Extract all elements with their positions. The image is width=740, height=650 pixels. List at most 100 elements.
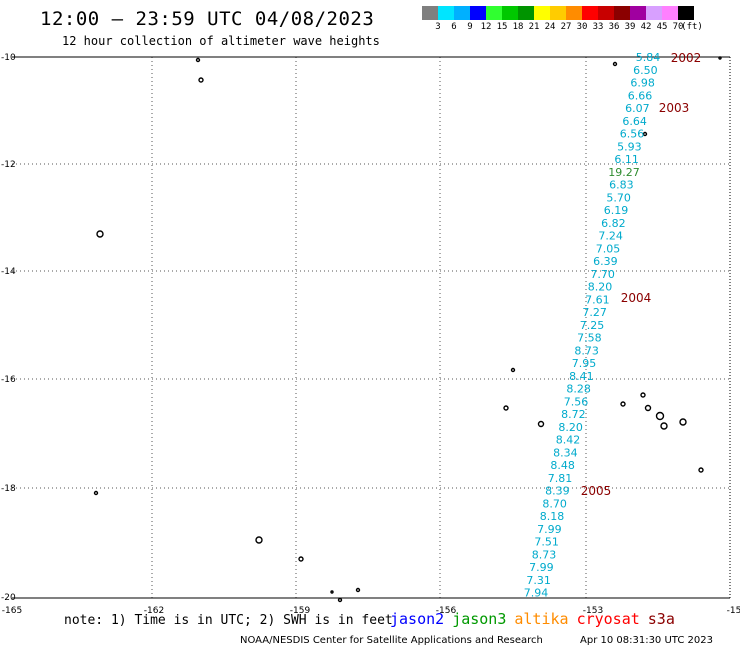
legend-swatch: [422, 6, 438, 20]
legend-label: 9: [467, 22, 473, 32]
time-label: 2004: [621, 291, 652, 305]
legend-swatch: [502, 6, 518, 20]
island-outlines: [93, 56, 722, 603]
island: [255, 536, 263, 544]
legend-label: 12: [480, 22, 492, 32]
wave-height-label: 7.99: [537, 523, 562, 536]
island: [698, 467, 704, 473]
wave-height-label: 6.64: [622, 115, 647, 128]
legend-swatch: [614, 6, 630, 20]
wave-height-label: 7.70: [590, 268, 615, 281]
wave-height-label: 5.93: [617, 140, 642, 153]
wave-height-label: 8.41: [569, 370, 594, 383]
legend-swatch: [662, 6, 678, 20]
satellite-s3a: s3a: [647, 610, 675, 628]
wave-height-label: 6.11: [614, 153, 639, 166]
wave-height-label: 8.48: [550, 459, 575, 472]
legend-label: 70: [672, 22, 684, 32]
island: [642, 131, 648, 137]
wave-height-label: 8.39: [545, 485, 570, 498]
wave-height-label: 6.83: [609, 179, 634, 192]
island: [337, 597, 343, 603]
legend-label: 30: [576, 22, 588, 32]
axis-labels: -165 -162 -159 -156 -153 -15 -10 -12 -14 -16 -18 -2…: [1, 53, 740, 616]
island: [718, 56, 722, 60]
legend-swatch: [438, 6, 454, 20]
wave-height-label: 8.20: [588, 281, 613, 294]
wave-height-label: 7.58: [577, 332, 602, 345]
latitude-label: -10: [1, 53, 16, 63]
legend-swatch: [630, 6, 646, 20]
wave-height-label: 19.27: [608, 166, 640, 179]
island: [93, 490, 99, 496]
map-title: 12:00 — 23:59 UTC 04/08/2023: [40, 8, 375, 30]
legend-label: 39: [624, 22, 636, 32]
island: [198, 77, 204, 83]
legend-swatch: [646, 6, 662, 20]
footnote: note: 1) Time is in UTC; 2) SWH is in fe…: [64, 613, 393, 628]
wave-height-label: 6.19: [604, 204, 629, 217]
wave-height-label: 6.66: [628, 89, 653, 102]
island: [503, 405, 509, 411]
legend-label: 45: [656, 22, 668, 32]
island: [537, 420, 545, 428]
legend-label: 3: [435, 22, 441, 32]
wave-height-label: 7.31: [526, 574, 551, 587]
wave-height-label: 7.95: [572, 357, 597, 370]
generated-timestamp: Apr 10 08:31:30 UTC 2023: [580, 635, 713, 646]
island: [644, 404, 652, 412]
legend-label: 21: [528, 22, 540, 32]
latitude-label: -20: [1, 593, 16, 603]
longitude-label: -165: [2, 606, 22, 616]
wave-height-label: 7.94: [524, 587, 549, 600]
legend-swatch: [486, 6, 502, 20]
legend-swatch: [518, 6, 534, 20]
island: [96, 230, 104, 238]
island: [355, 587, 361, 593]
latitude-label: -12: [1, 160, 16, 170]
wave-height-label: 8.70: [542, 497, 567, 510]
wave-height-label: 7.24: [598, 230, 623, 243]
map-frame: [12, 56, 731, 599]
time-label: 2003: [659, 101, 690, 115]
wave-height-label: 6.82: [601, 217, 626, 230]
legend-swatch: [598, 6, 614, 20]
wave-height-label: 5.84: [636, 51, 661, 64]
satellite-legend: jason2 jason3 altika cryosat s3a: [390, 610, 683, 628]
latitude-label: -16: [1, 375, 16, 385]
satellite-altika: altika: [514, 610, 569, 628]
satellite-jason3: jason3: [452, 610, 507, 628]
island: [640, 392, 646, 398]
legend-label: 36: [608, 22, 620, 32]
credit-line: NOAA/NESDIS Center for Satellite Applica…: [240, 635, 543, 646]
wave-height-label: 7.27: [582, 306, 607, 319]
wave-height-label: 8.34: [553, 446, 578, 459]
time-label: 2002: [671, 51, 702, 65]
island: [620, 401, 626, 407]
legend-swatch: [454, 6, 470, 20]
island: [679, 418, 687, 426]
wave-height-label: 6.07: [625, 102, 650, 115]
legend-label: (ft): [681, 22, 703, 32]
legend-label: 15: [496, 22, 508, 32]
altimeter-track: 5.846.506.986.666.076.646.565.936.1119.2…: [524, 51, 702, 600]
legend-swatch: [550, 6, 566, 20]
legend-label: 33: [592, 22, 604, 32]
wave-height-label: 8.20: [558, 421, 583, 434]
island: [195, 57, 201, 63]
latitude-label: -14: [1, 267, 16, 277]
wave-height-label: 8.18: [540, 510, 565, 523]
legend-swatch: [678, 6, 694, 20]
wave-height-label: 7.56: [564, 395, 589, 408]
island: [612, 61, 618, 67]
map-subtitle: 12 hour collection of altimeter wave hei…: [62, 34, 380, 48]
legend-label: 24: [544, 22, 556, 32]
time-label: 2005: [581, 484, 612, 498]
wave-height-label: 6.39: [593, 255, 618, 268]
longitude-label: -159: [290, 606, 311, 616]
longitude-label: -15: [727, 606, 740, 616]
wave-height-label: 5.70: [606, 191, 631, 204]
island: [298, 556, 304, 562]
satellite-jason2: jason2: [390, 610, 445, 628]
island: [330, 590, 334, 594]
